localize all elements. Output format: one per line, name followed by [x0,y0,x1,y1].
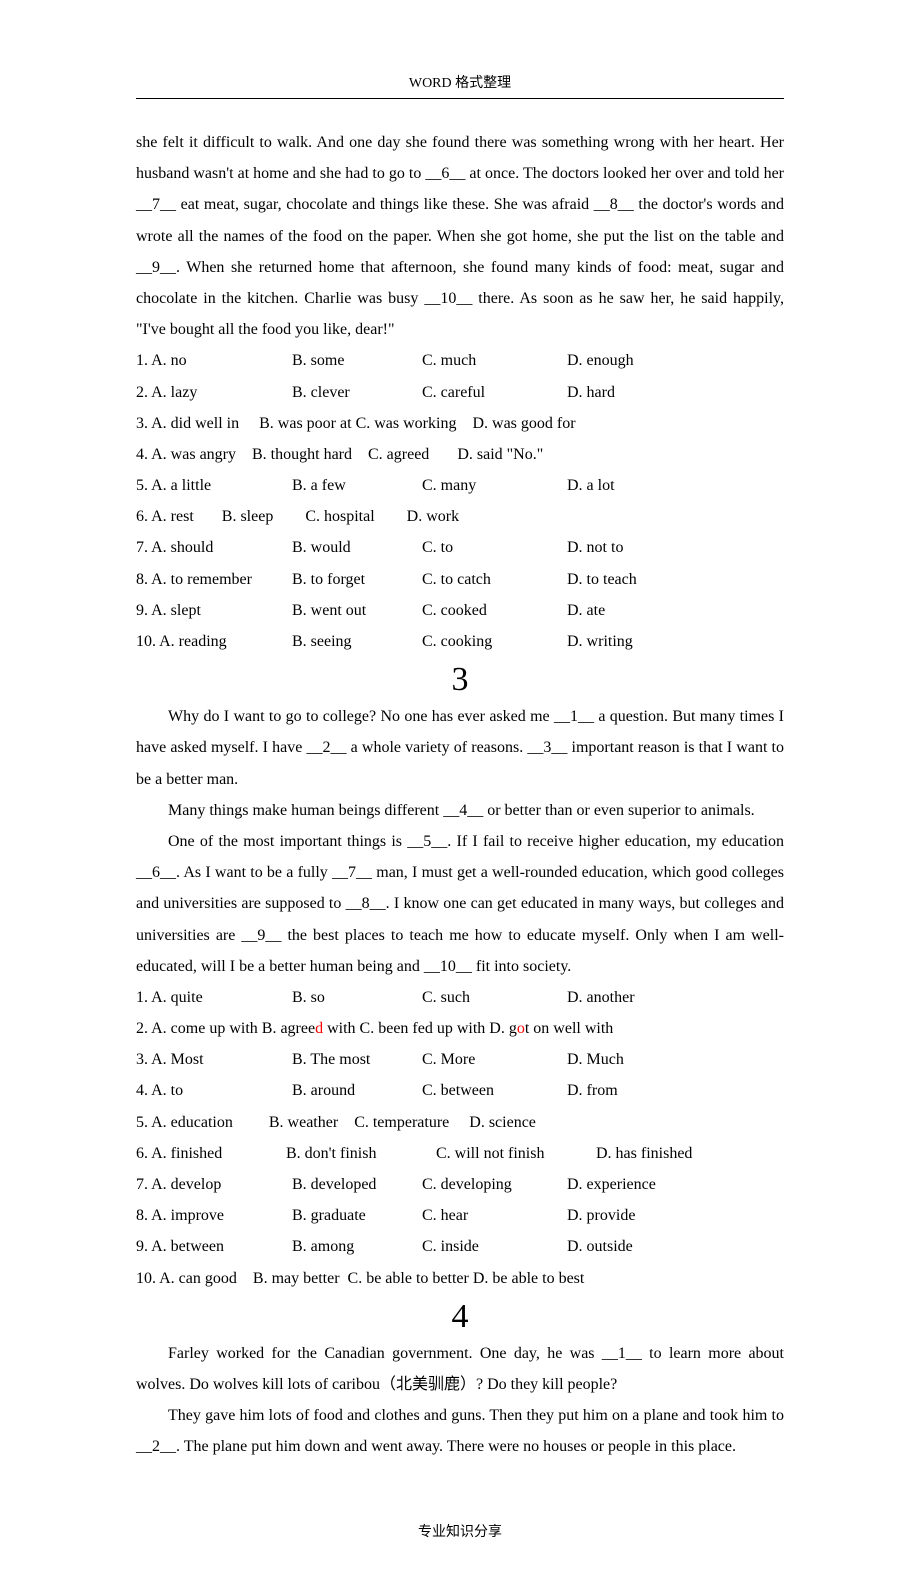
opt2-6: 6. A. rest B. sleep C. hospital D. work [136,501,784,532]
opt2-2: 2. A. lazyB. cleverC. carefulD. hard [136,377,784,408]
opt-cell: 5. A. a little [136,470,292,501]
opt-cell: D. ate [567,595,787,626]
passage-4-p1: Farley worked for the Canadian governmen… [136,1338,784,1400]
opt-cell: 4. A. to [136,1075,292,1106]
opt-cell: D. not to [567,532,787,563]
opt-cell: D. hard [567,377,787,408]
opt-cell: 9. A. between [136,1231,292,1262]
opt-cell: B. clever [292,377,422,408]
page-footer: 专业知识分享 [136,1521,784,1541]
opt-cell: C. many [422,470,567,501]
opt-cell: C. will not finish [436,1138,596,1169]
opt-cell: B. developed [292,1169,422,1200]
opt-cell: D. experience [567,1169,787,1200]
opt3-4: 4. A. toB. aroundC. betweenD. from [136,1075,784,1106]
opt3-10: 10. A. can good B. may better C. be able… [136,1263,784,1294]
opt-cell: 1. A. no [136,345,292,376]
opt-cell: B. around [292,1075,422,1106]
opt-cell: B. would [292,532,422,563]
opt3-3: 3. A. MostB. The mostC. MoreD. Much [136,1044,784,1075]
passage-4-p2: They gave him lots of food and clothes a… [136,1400,784,1462]
passage-3: Why do I want to go to college? No one h… [136,701,784,982]
opt-cell: 6. A. finished [136,1138,286,1169]
opt-cell: B. so [292,982,422,1013]
opt-cell: 7. A. should [136,532,292,563]
opt-cell: B. a few [292,470,422,501]
options-2: 1. A. noB. someC. muchD. enough 2. A. la… [136,345,784,657]
passage-2-tail: she felt it difficult to walk. And one d… [136,127,784,345]
opt-cell: C. developing [422,1169,567,1200]
opt-cell: 9. A. slept [136,595,292,626]
options-3: 1. A. quiteB. soC. suchD. another 2. A. … [136,982,784,1294]
opt-cell: C. inside [422,1231,567,1262]
opt3-2: 2. A. come up with B. agreed with C. bee… [136,1013,784,1044]
opt2-3: 3. A. did well in B. was poor at C. was … [136,408,784,439]
opt-cell: B. don't finish [286,1138,436,1169]
opt-cell: B. to forget [292,564,422,595]
opt-cell: D. provide [567,1200,787,1231]
opt-cell: 2. A. lazy [136,377,292,408]
opt-cell: 3. A. Most [136,1044,292,1075]
opt-cell: C. careful [422,377,567,408]
opt2-9: 9. A. sleptB. went outC. cookedD. ate [136,595,784,626]
opt-cell: B. some [292,345,422,376]
opt2-7: 7. A. shouldB. wouldC. toD. not to [136,532,784,563]
opt2-5: 5. A. a littleB. a fewC. manyD. a lot [136,470,784,501]
opt-cell: D. writing [567,626,787,657]
opt-cell: 7. A. develop [136,1169,292,1200]
passage-3-p3: One of the most important things is __5_… [136,826,784,982]
opt-cell: C. cooking [422,626,567,657]
opt3-6: 6. A. finishedB. don't finishC. will not… [136,1138,784,1169]
opt-cell: D. from [567,1075,787,1106]
opt-cell: C. hear [422,1200,567,1231]
opt-cell: B. among [292,1231,422,1262]
opt-cell: D. to teach [567,564,787,595]
opt2-4: 4. A. was angry B. thought hard C. agree… [136,439,784,470]
page-header: WORD 格式整理 [136,72,784,99]
passage-3-p1: Why do I want to go to college? No one h… [136,701,784,795]
opt-cell: 1. A. quite [136,982,292,1013]
opt-cell: B. The most [292,1044,422,1075]
opt-cell: B. graduate [292,1200,422,1231]
opt-cell: C. such [422,982,567,1013]
opt-cell: D. has finished [596,1138,796,1169]
opt3-5: 5. A. education B. weather C. temperatur… [136,1107,784,1138]
opt-cell: 8. A. to remember [136,564,292,595]
opt-cell: B. seeing [292,626,422,657]
opt-cell: D. another [567,982,787,1013]
opt3-1: 1. A. quiteB. soC. suchD. another [136,982,784,1013]
opt3-8: 8. A. improveB. graduateC. hearD. provid… [136,1200,784,1231]
opt2-10: 10. A. readingB. seeingC. cookingD. writ… [136,626,784,657]
section-3-number: 3 [136,661,784,699]
opt-cell: D. outside [567,1231,787,1262]
opt3-9: 9. A. betweenB. amongC. insideD. outside [136,1231,784,1262]
opt-cell: C. cooked [422,595,567,626]
passage-3-p2: Many things make human beings different … [136,795,784,826]
opt-cell: C. to catch [422,564,567,595]
passage-4: Farley worked for the Canadian governmen… [136,1338,784,1463]
opt-cell: D. a lot [567,470,787,501]
opt-cell: D. enough [567,345,787,376]
opt3-7: 7. A. developB. developedC. developingD.… [136,1169,784,1200]
opt-cell: 8. A. improve [136,1200,292,1231]
opt2-8: 8. A. to rememberB. to forgetC. to catch… [136,564,784,595]
opt-cell: C. between [422,1075,567,1106]
section-4-number: 4 [136,1298,784,1336]
opt2-1: 1. A. noB. someC. muchD. enough [136,345,784,376]
opt-cell: C. much [422,345,567,376]
opt-cell: D. Much [567,1044,787,1075]
opt-cell: C. More [422,1044,567,1075]
opt-cell: C. to [422,532,567,563]
opt-cell: 10. A. reading [136,626,292,657]
opt-cell: B. went out [292,595,422,626]
